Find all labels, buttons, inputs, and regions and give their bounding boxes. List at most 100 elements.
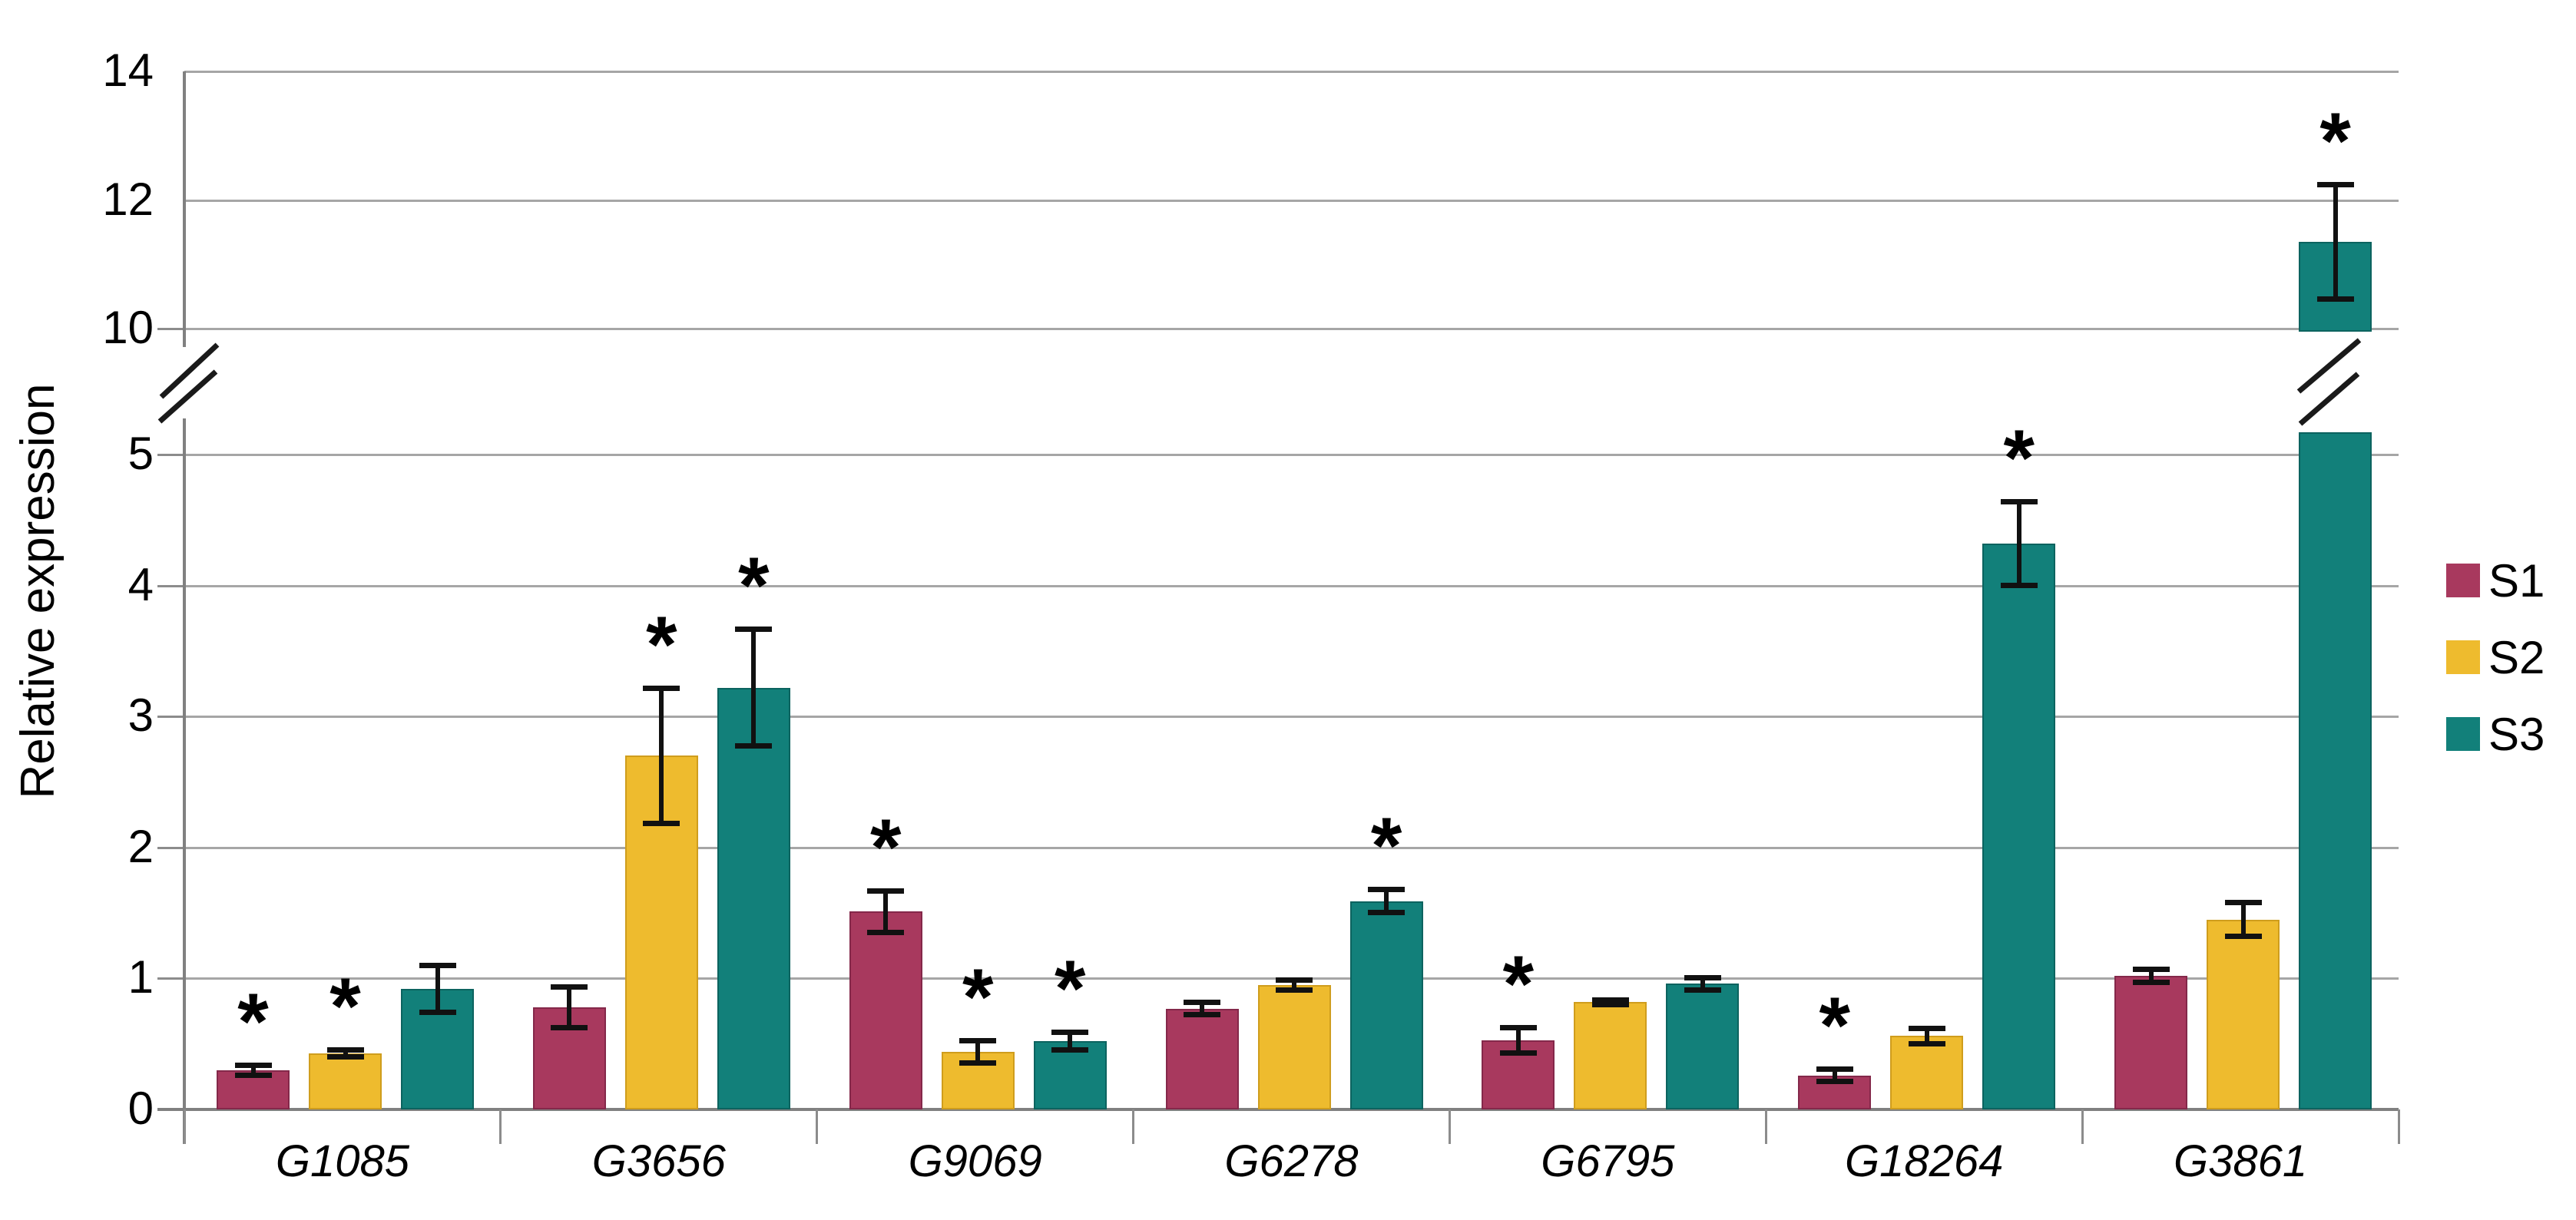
significance-star-G18264-S3: * bbox=[2003, 414, 2035, 504]
y-tick-label-1: 1 bbox=[127, 951, 154, 1003]
x-label-G18264: G18264 bbox=[1845, 1136, 2004, 1186]
y-tick-label-4: 4 bbox=[127, 558, 154, 610]
y-tick-2 bbox=[157, 846, 184, 849]
y-tick-5 bbox=[157, 454, 184, 456]
error-bar-G1085-S1 bbox=[250, 1064, 256, 1076]
significance-star-G3656-S2: * bbox=[646, 600, 677, 689]
error-bar-G6795-S3 bbox=[1700, 977, 1705, 990]
bar-G3861-S2 bbox=[2207, 919, 2280, 1109]
bar-G18264-S3 bbox=[1982, 544, 2056, 1109]
significance-star-G9069-S1: * bbox=[869, 803, 902, 893]
y-tick-label-2: 2 bbox=[127, 820, 154, 872]
error-bar-G9069-S2 bbox=[975, 1040, 981, 1064]
gridline-2 bbox=[184, 846, 2399, 849]
error-cap-top-G6795-S1 bbox=[1499, 1024, 1537, 1030]
error-bar-G3656-S3 bbox=[751, 628, 757, 747]
legend-swatch-S1 bbox=[2446, 564, 2480, 597]
error-cap-top-G3861-S3 bbox=[2316, 181, 2354, 187]
error-cap-top-G18264-S3 bbox=[2000, 499, 2038, 505]
x-label-G1085: G1085 bbox=[275, 1136, 409, 1186]
error-cap-bottom-G1085-S2 bbox=[326, 1053, 364, 1060]
x-label-G9069: G9069 bbox=[908, 1136, 1042, 1186]
bar-G3861-S1 bbox=[2114, 975, 2188, 1109]
error-bar-G6795-S1 bbox=[1515, 1027, 1521, 1053]
bar-G1085-S2 bbox=[309, 1053, 382, 1109]
error-cap-top-G6795-S3 bbox=[1684, 974, 1721, 980]
error-cap-bottom-G3656-S2 bbox=[643, 821, 680, 827]
error-bar-G6278-S3 bbox=[1384, 889, 1389, 914]
error-cap-top-G3861-S2 bbox=[2224, 900, 2262, 906]
legend-label-S3: S3 bbox=[2488, 709, 2545, 760]
error-cap-bottom-G6795-S2 bbox=[1591, 1001, 1629, 1007]
significance-star-G9069-S3: * bbox=[1054, 944, 1086, 1034]
error-bar-G1085-S3 bbox=[435, 965, 440, 1013]
error-cap-top-G9069-S2 bbox=[959, 1037, 997, 1043]
y-tick-1 bbox=[157, 977, 184, 980]
error-cap-top-G6795-S2 bbox=[1591, 997, 1629, 1003]
error-cap-top-G1085-S2 bbox=[326, 1046, 364, 1053]
gridline-10 bbox=[184, 328, 2399, 330]
x-tick-2 bbox=[816, 1109, 819, 1144]
significance-star-G1085-S2: * bbox=[329, 961, 361, 1051]
significance-star-G18264-S1: * bbox=[1819, 981, 1851, 1071]
significance-star-G6795-S1: * bbox=[1502, 939, 1535, 1029]
error-cap-bottom-G9069-S2 bbox=[959, 1060, 997, 1066]
y-tick-10 bbox=[157, 328, 184, 330]
error-cap-bottom-G3656-S3 bbox=[735, 743, 773, 749]
error-cap-bottom-G6795-S1 bbox=[1499, 1050, 1537, 1056]
y-axis-upper bbox=[183, 71, 186, 347]
x-tick-3 bbox=[1132, 1109, 1135, 1144]
error-cap-bottom-G3861-S2 bbox=[2224, 933, 2262, 939]
error-bar-G3861-S3 bbox=[2333, 183, 2338, 300]
x-label-G6795: G6795 bbox=[1541, 1136, 1675, 1186]
error-cap-top-G3861-S1 bbox=[2132, 967, 2170, 973]
x-label-G6278: G6278 bbox=[1224, 1136, 1359, 1186]
error-bar-G9069-S1 bbox=[883, 891, 889, 933]
bar-G3861-S3-lower bbox=[2299, 431, 2372, 1109]
error-bar-G18264-S2 bbox=[1924, 1028, 1929, 1044]
error-bar-G18264-S3 bbox=[2016, 501, 2021, 586]
error-cap-bottom-G18264-S2 bbox=[1908, 1040, 1945, 1046]
legend-label-S1: S1 bbox=[2488, 555, 2545, 607]
error-cap-top-G1085-S3 bbox=[419, 963, 456, 969]
gridline-4 bbox=[184, 584, 2399, 587]
error-cap-top-G3656-S1 bbox=[551, 984, 588, 990]
error-cap-top-G9069-S3 bbox=[1051, 1030, 1089, 1036]
y-tick-3 bbox=[157, 716, 184, 719]
error-cap-bottom-G1085-S1 bbox=[234, 1072, 272, 1078]
legend-swatch-S3 bbox=[2446, 717, 2480, 751]
error-cap-top-G18264-S2 bbox=[1908, 1026, 1945, 1032]
error-cap-top-G3656-S3 bbox=[735, 626, 773, 632]
significance-star-G1085-S1: * bbox=[237, 977, 269, 1066]
error-cap-top-G1085-S1 bbox=[234, 1062, 272, 1068]
bar-G3656-S3 bbox=[717, 687, 790, 1109]
significance-star-G3656-S3: * bbox=[738, 541, 770, 630]
bar-G9069-S1 bbox=[849, 911, 922, 1109]
significance-star-G3861-S3: * bbox=[2319, 96, 2351, 186]
x-label-G3861: G3861 bbox=[2173, 1136, 2308, 1186]
error-bar-G18264-S1 bbox=[1832, 1069, 1837, 1083]
error-cap-top-G6278-S1 bbox=[1184, 1000, 1221, 1006]
error-bar-G6278-S1 bbox=[1200, 1002, 1205, 1016]
error-cap-bottom-G6278-S3 bbox=[1368, 910, 1406, 916]
bar-G6278-S1 bbox=[1165, 1008, 1239, 1109]
error-cap-top-G6278-S2 bbox=[1276, 977, 1313, 984]
gridline-5 bbox=[184, 454, 2399, 456]
error-cap-top-G18264-S1 bbox=[1816, 1066, 1853, 1073]
x-label-G3656: G3656 bbox=[591, 1136, 726, 1186]
error-cap-bottom-G3861-S1 bbox=[2132, 979, 2170, 985]
gridline-3 bbox=[184, 716, 2399, 719]
bar-G6278-S3 bbox=[1349, 901, 1423, 1109]
x-tick-0 bbox=[183, 1109, 186, 1144]
error-cap-bottom-G6795-S3 bbox=[1684, 987, 1721, 993]
x-tick-1 bbox=[499, 1109, 502, 1144]
y-tick-label-12: 12 bbox=[102, 173, 154, 225]
error-bar-G9069-S3 bbox=[1068, 1032, 1073, 1051]
error-bar-G3656-S2 bbox=[659, 687, 664, 825]
error-cap-top-G3656-S2 bbox=[643, 685, 680, 691]
legend-label-S2: S2 bbox=[2488, 632, 2545, 683]
gridline-12 bbox=[184, 199, 2399, 202]
significance-star-G6278-S3: * bbox=[1370, 802, 1402, 891]
